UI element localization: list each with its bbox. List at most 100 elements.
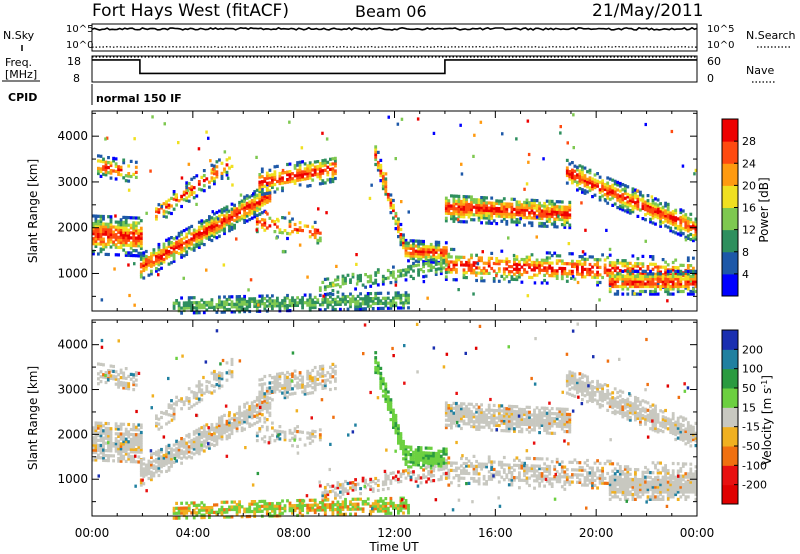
power-cell [122,230,126,235]
power-cell [384,182,388,186]
velocity-cell [117,447,120,451]
power-cell [220,161,224,165]
velocity-cell [389,418,393,422]
power-cell [271,219,274,223]
power-cell [467,258,471,262]
power-cell [172,306,176,310]
power-cell [202,227,206,232]
power-cell [157,210,161,214]
power-cell [185,301,189,305]
power-cell [323,298,327,302]
velocity-cell [134,443,138,447]
velocity-cell [316,377,320,381]
velocity-cell [412,455,415,459]
power-cell [240,307,244,311]
power-cell [107,161,110,165]
power-cell [329,177,332,181]
velocity-cell [472,415,476,419]
velocity-cell [240,411,244,415]
power-cell [276,179,279,184]
velocity-cell [515,417,519,421]
power-cell [513,272,516,276]
power-cell [535,209,539,213]
velocity-cell [374,368,378,372]
power-cell [220,213,224,217]
power-cell [586,185,589,189]
power-cell [94,227,98,231]
power-cell [160,261,163,265]
velocity-cell [507,414,511,418]
power-cell [681,263,685,267]
power-cell [243,302,246,306]
power-cell [644,277,647,281]
velocity-cell [139,443,143,447]
power-cell [122,238,126,242]
velocity-cell [429,466,433,470]
power-cell [581,262,584,266]
power-cell [139,272,143,276]
velocity-cell [273,390,277,394]
power-cell [215,175,219,179]
power-cell [457,202,461,206]
power-cell [646,265,650,269]
velocity-cell [210,428,214,432]
power-cell [255,213,259,217]
power-cell [500,207,504,211]
power-cell [439,271,443,276]
velocity-cell [444,401,448,405]
velocity-cell [132,447,136,451]
power-cell [684,223,688,227]
velocity-cell [225,422,229,426]
power-cell [533,263,536,267]
velocity-cell [107,454,110,458]
power-cell [281,299,284,303]
velocity-cell [238,418,241,422]
power-cell [616,198,620,202]
velocity-cell [218,426,221,430]
power-cell [480,211,483,215]
power-cell [571,272,574,276]
velocity-cell [507,422,511,426]
velocity-cell [162,458,166,463]
power-cell [651,282,655,286]
power-cell [568,170,572,174]
power-cell [455,278,458,282]
power-cell [308,173,312,178]
velocity-cell [399,434,403,438]
nave-ytick-60: 60 [707,55,721,68]
power-cell [429,258,433,262]
power-cell [124,241,128,245]
power-cell [253,212,257,216]
velocity-cell [492,418,496,422]
power-cell [311,173,315,177]
power-cell [621,261,625,265]
power-cell [543,278,546,283]
power-cell [107,237,110,241]
power-cell [213,229,216,234]
power-cell [553,225,557,229]
power-cell [182,193,186,197]
velocity-cell [192,432,196,436]
velocity-cell [424,458,428,462]
velocity-cell [97,424,100,428]
power-cell [692,289,695,294]
power-cell [444,216,448,220]
power-cell [97,154,100,158]
power-cell [127,243,131,247]
velocity-cell [122,437,126,441]
power-cell [623,284,627,289]
power-cell [250,204,254,208]
velocity-cell [394,431,398,435]
power-cell [180,240,183,244]
velocity-cell [122,439,126,444]
power-cell [109,176,113,180]
velocity-cell [94,446,98,450]
power-cell [172,254,176,258]
velocity-cell [152,459,156,463]
power-cell [666,272,670,276]
velocity-cell [205,384,209,389]
power-cell [618,197,622,201]
velocity-cell [134,378,138,382]
power-cell [137,216,141,220]
power-cell [389,281,393,285]
